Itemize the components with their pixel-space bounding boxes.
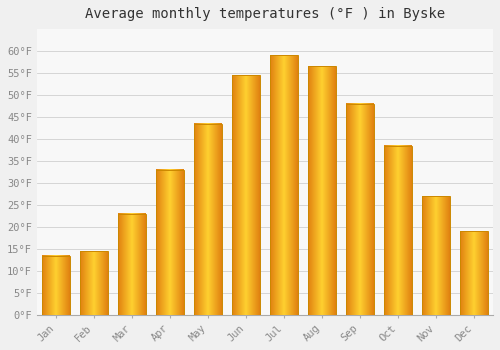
- Bar: [308, 66, 336, 315]
- Bar: [80, 251, 108, 315]
- Bar: [422, 196, 450, 315]
- Bar: [460, 231, 487, 315]
- Bar: [42, 256, 70, 315]
- Bar: [270, 55, 297, 315]
- Bar: [194, 124, 222, 315]
- Bar: [118, 214, 146, 315]
- Bar: [346, 104, 374, 315]
- Bar: [232, 75, 260, 315]
- Bar: [384, 146, 411, 315]
- Title: Average monthly temperatures (°F ) in Byske: Average monthly temperatures (°F ) in By…: [85, 7, 445, 21]
- Bar: [156, 170, 184, 315]
